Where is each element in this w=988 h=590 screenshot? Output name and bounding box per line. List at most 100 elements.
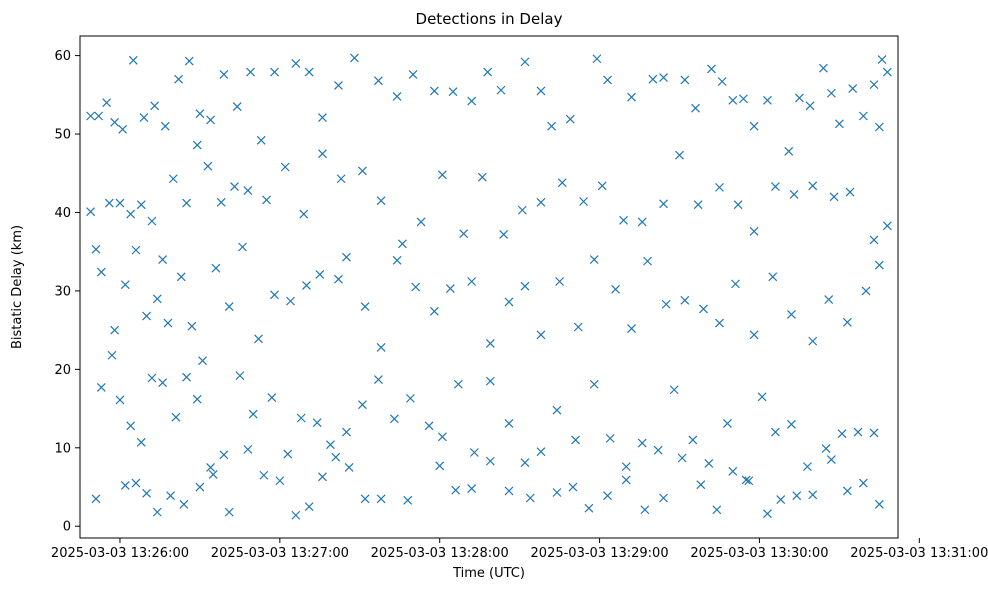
y-axis-label: Bistatic Delay (km)	[10, 225, 25, 349]
data-point	[808, 490, 818, 500]
data-point	[627, 92, 636, 102]
data-point	[552, 405, 562, 415]
data-point	[219, 450, 229, 460]
data-point	[688, 435, 698, 445]
data-point	[723, 419, 732, 428]
data-point	[392, 91, 402, 101]
data-point	[291, 510, 301, 520]
data-point	[150, 101, 160, 111]
data-point	[110, 325, 120, 335]
data-point	[437, 432, 447, 442]
data-point	[115, 198, 125, 208]
data-point	[403, 495, 413, 505]
data-point	[373, 375, 383, 384]
data-point	[187, 321, 197, 331]
data-point	[733, 200, 743, 210]
data-point	[659, 493, 668, 503]
data-point	[459, 229, 469, 239]
data-point	[869, 80, 879, 90]
data-point	[717, 77, 727, 86]
data-point	[158, 378, 168, 388]
data-point	[238, 242, 247, 252]
data-point	[182, 372, 192, 382]
data-point	[147, 216, 157, 226]
data-point	[160, 121, 170, 131]
data-point	[389, 414, 399, 424]
data-point	[794, 93, 804, 103]
data-point	[483, 67, 493, 77]
data-point	[824, 295, 834, 304]
data-point	[712, 505, 722, 515]
data-point	[627, 324, 636, 333]
data-point	[707, 64, 716, 74]
data-point	[405, 393, 415, 403]
data-point	[603, 491, 612, 501]
data-point	[757, 392, 767, 402]
data-point	[715, 182, 724, 192]
data-point	[661, 299, 671, 309]
data-point	[637, 438, 647, 448]
data-point	[286, 296, 295, 306]
data-point	[283, 449, 293, 459]
data-point	[826, 455, 836, 464]
data-point	[91, 244, 101, 254]
data-point	[525, 493, 535, 503]
data-point	[437, 170, 447, 180]
data-point	[749, 121, 759, 131]
data-point	[118, 124, 128, 134]
data-point	[192, 394, 202, 404]
data-point	[115, 395, 125, 405]
data-point	[808, 336, 818, 346]
data-point	[499, 230, 509, 239]
data-point	[858, 111, 868, 121]
data-point	[552, 488, 562, 497]
data-point	[621, 475, 631, 485]
data-point	[158, 255, 168, 264]
data-point	[611, 284, 620, 294]
data-point	[861, 286, 871, 296]
data-point	[786, 419, 796, 429]
data-point	[520, 57, 530, 67]
data-point	[592, 54, 602, 64]
y-tick-label: 60	[54, 49, 71, 64]
data-point	[818, 63, 828, 73]
chart-title: Detections in Delay	[416, 10, 563, 28]
data-point	[467, 277, 477, 286]
data-point	[246, 67, 255, 77]
data-point	[131, 245, 141, 255]
data-point	[874, 260, 884, 270]
data-point	[424, 421, 434, 431]
data-point	[680, 75, 690, 85]
data-point	[195, 109, 205, 119]
data-point	[326, 440, 335, 450]
plot-area	[79, 35, 899, 539]
x-tick-label: 2025-03-03 13:31:00	[850, 546, 988, 561]
data-point	[267, 393, 277, 403]
data-point	[469, 448, 479, 457]
data-point	[315, 270, 325, 279]
data-point	[360, 302, 370, 312]
data-point	[304, 502, 314, 512]
data-point	[216, 197, 226, 207]
data-point	[224, 507, 234, 517]
data-point	[605, 433, 615, 443]
data-point	[208, 470, 218, 479]
data-point	[179, 499, 189, 509]
data-point	[243, 186, 253, 195]
data-point	[579, 197, 589, 206]
data-point	[637, 217, 647, 227]
data-point	[834, 119, 844, 129]
data-point	[744, 476, 754, 486]
data-point	[448, 87, 458, 97]
data-point	[445, 284, 455, 293]
data-point	[837, 429, 847, 439]
data-point	[203, 161, 213, 171]
data-point	[107, 350, 117, 360]
data-point	[126, 421, 136, 431]
data-point	[882, 67, 892, 77]
data-point	[589, 379, 599, 389]
data-point	[504, 297, 514, 307]
data-point	[691, 103, 700, 113]
data-point	[94, 111, 104, 121]
data-point	[565, 114, 575, 124]
